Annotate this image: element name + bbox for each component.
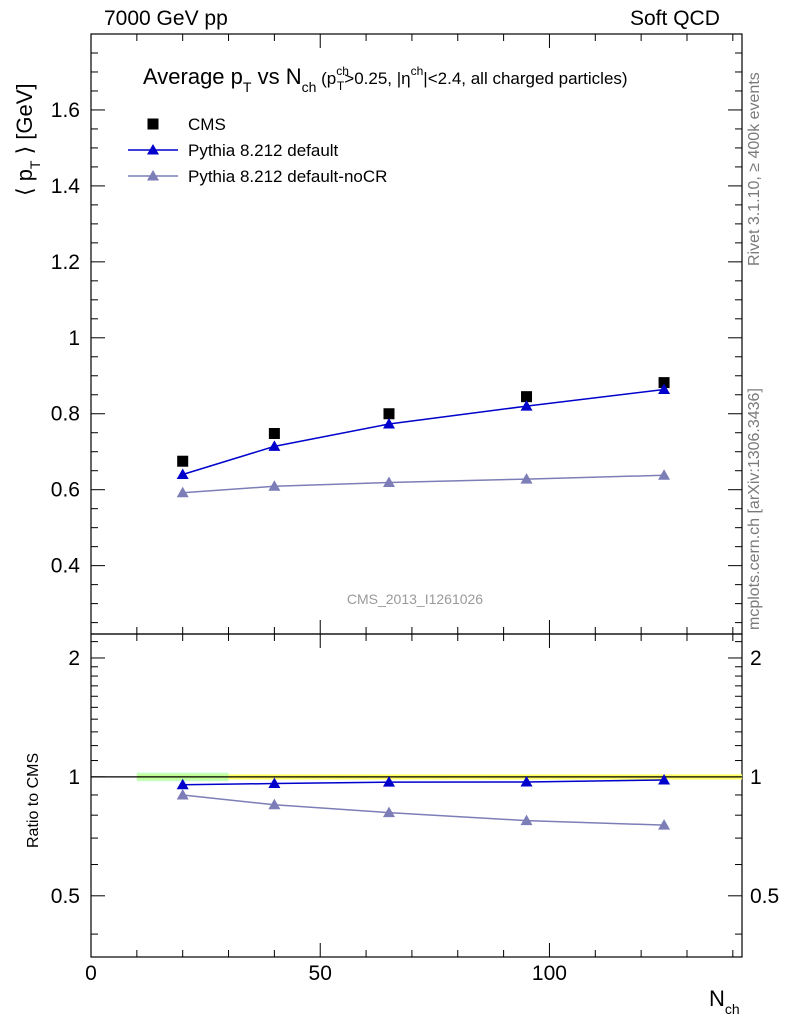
ratio-pythia-default-point xyxy=(520,775,533,787)
legend-triangle-marker xyxy=(147,170,159,181)
pythia-default-point xyxy=(382,418,395,429)
ratio-tick-label-left: 2 xyxy=(68,647,80,670)
ratio-pythia-nocr-line xyxy=(182,794,665,826)
y-tick-label: 1.4 xyxy=(51,175,81,198)
pythia-nocr-point xyxy=(658,469,671,480)
y-tick-label: 1 xyxy=(68,327,80,350)
ratio-pythia-default-line xyxy=(182,779,665,786)
ratio-tick-label-right: 2 xyxy=(750,647,762,670)
ratio-pythia-default-point xyxy=(658,774,671,785)
cms-data-point xyxy=(521,391,533,403)
header-right: Soft QCD xyxy=(630,7,720,30)
header-left: 7000 GeV pp xyxy=(104,7,228,30)
x-tick-label: 100 xyxy=(532,962,567,985)
ratio-pythia-default-point xyxy=(382,776,395,787)
cms-data-point xyxy=(177,455,189,467)
ratio-tick-label-left: 1 xyxy=(68,766,80,789)
pythia-default-point xyxy=(658,383,671,394)
legend-label: Pythia 8.212 default xyxy=(188,141,339,160)
pythia-nocr-point xyxy=(382,476,395,487)
cms-data-point xyxy=(658,377,670,389)
legend-label: Pythia 8.212 default-noCR xyxy=(188,167,387,186)
analysis-watermark: CMS_2013_I1261026 xyxy=(347,591,483,607)
pythia-default-point xyxy=(268,440,281,451)
legend-label: CMS xyxy=(188,115,226,134)
x-tick-label: 50 xyxy=(309,962,332,985)
ratio-pythia-default-point xyxy=(268,777,281,789)
legend-cms-marker xyxy=(147,118,159,130)
ratio-tick-label-left: 0.5 xyxy=(51,885,80,908)
x-axis-label: Nch xyxy=(709,986,740,1017)
y-axis-label: ⟨ pT ⟩ [GeV] xyxy=(12,83,43,196)
y-tick-label: 0.4 xyxy=(51,555,81,578)
y-tick-label: 1.2 xyxy=(51,251,80,274)
ratio-pythia-nocr-point xyxy=(382,806,395,818)
ratio-pythia-nocr-point xyxy=(658,819,671,830)
ratio-pythia-nocr-point xyxy=(268,798,281,810)
ratio-tick-label-right: 0.5 xyxy=(750,885,779,908)
x-tick-label: 0 xyxy=(85,962,97,985)
cms-data-point xyxy=(383,408,395,420)
pythia-nocr-point xyxy=(176,486,189,498)
pythia-nocr-line xyxy=(182,474,665,494)
legend-triangle-marker xyxy=(147,144,159,155)
y-tick-label: 0.8 xyxy=(51,403,80,426)
ratio-pythia-default-point xyxy=(176,778,189,790)
ratio-pythia-nocr-point xyxy=(176,788,189,800)
chart-title: Average pT vs Nch (pch T>0.25, |ηch|<2.4,… xyxy=(143,64,628,95)
y-tick-label: 0.6 xyxy=(51,479,80,502)
ratio-tick-label-right: 1 xyxy=(750,766,762,789)
pythia-nocr-point xyxy=(520,473,533,484)
y-tick-label: 1.6 xyxy=(51,99,80,122)
ratio-plot-frame xyxy=(90,633,743,958)
pythia-nocr-point xyxy=(268,480,281,491)
pythia-default-point xyxy=(520,400,533,411)
ratio-y-axis-label: Ratio to CMS xyxy=(25,753,42,848)
pythia-default-line xyxy=(182,388,665,476)
pythia-default-point xyxy=(176,468,189,480)
ratio-pythia-nocr-point xyxy=(520,814,533,826)
cms-data-point xyxy=(268,427,280,439)
